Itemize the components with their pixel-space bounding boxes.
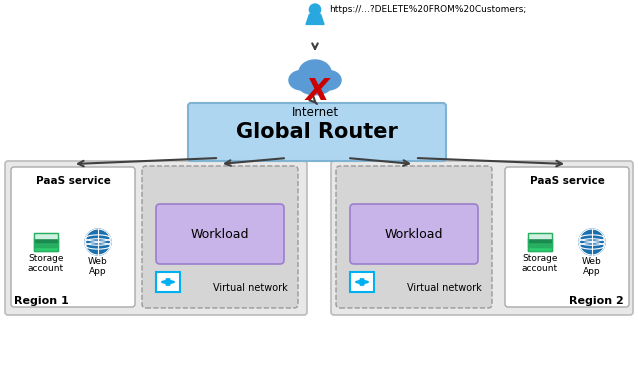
Text: Storage
account: Storage account: [28, 254, 64, 273]
Circle shape: [579, 229, 605, 255]
FancyBboxPatch shape: [188, 103, 446, 161]
Circle shape: [167, 281, 169, 283]
Text: Region 1: Region 1: [14, 296, 69, 306]
FancyBboxPatch shape: [34, 233, 58, 238]
Ellipse shape: [316, 71, 341, 90]
Polygon shape: [306, 14, 324, 24]
Ellipse shape: [289, 71, 314, 90]
Text: X: X: [305, 78, 329, 106]
FancyBboxPatch shape: [34, 247, 58, 251]
Text: https://...?DELETE%20FROM%20Customers;: https://...?DELETE%20FROM%20Customers;: [329, 5, 526, 14]
Circle shape: [362, 281, 364, 283]
FancyBboxPatch shape: [5, 161, 307, 315]
Text: Workload: Workload: [385, 228, 443, 241]
Text: Region 2: Region 2: [569, 296, 624, 306]
Text: Workload: Workload: [191, 228, 249, 241]
FancyBboxPatch shape: [350, 204, 478, 264]
Text: Virtual network: Virtual network: [407, 283, 482, 293]
Circle shape: [166, 281, 168, 283]
Ellipse shape: [299, 77, 331, 95]
Text: Web
App: Web App: [88, 257, 108, 276]
FancyBboxPatch shape: [528, 242, 552, 247]
FancyBboxPatch shape: [505, 167, 629, 307]
FancyBboxPatch shape: [331, 161, 633, 315]
FancyBboxPatch shape: [142, 166, 298, 308]
Text: PaaS service: PaaS service: [36, 176, 110, 186]
Text: Virtual network: Virtual network: [213, 283, 288, 293]
Circle shape: [85, 229, 111, 255]
FancyBboxPatch shape: [528, 233, 552, 238]
Circle shape: [309, 4, 321, 15]
FancyBboxPatch shape: [34, 242, 58, 247]
Circle shape: [361, 281, 363, 283]
FancyBboxPatch shape: [11, 167, 135, 307]
Text: Web
App: Web App: [582, 257, 602, 276]
FancyBboxPatch shape: [156, 204, 284, 264]
Text: Storage
account: Storage account: [522, 254, 558, 273]
Text: Internet: Internet: [292, 106, 339, 119]
FancyBboxPatch shape: [34, 238, 58, 242]
Ellipse shape: [299, 60, 331, 86]
Text: Global Router: Global Router: [236, 122, 398, 142]
FancyBboxPatch shape: [336, 166, 492, 308]
FancyBboxPatch shape: [528, 247, 552, 251]
Circle shape: [360, 281, 362, 283]
FancyBboxPatch shape: [156, 272, 180, 292]
FancyBboxPatch shape: [528, 238, 552, 242]
Text: PaaS service: PaaS service: [530, 176, 604, 186]
Circle shape: [168, 281, 170, 283]
FancyBboxPatch shape: [350, 272, 374, 292]
